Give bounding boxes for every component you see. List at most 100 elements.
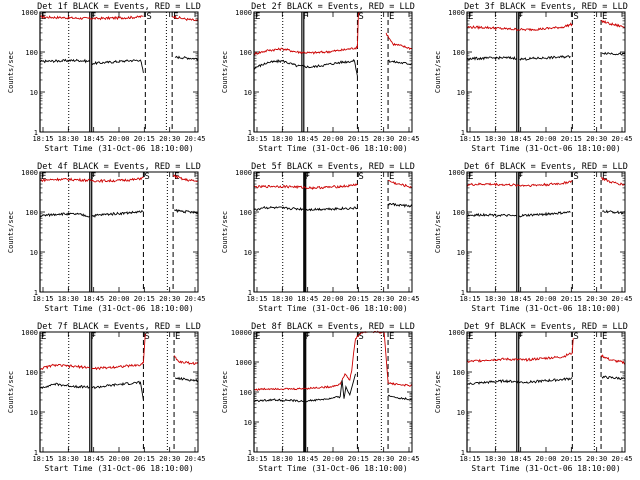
x-tick-label: 20:15 xyxy=(134,135,155,143)
event-marker-label: E xyxy=(175,332,180,342)
y-tick-label: 1000 xyxy=(448,169,465,177)
x-tick-label: 18:45 xyxy=(510,295,531,303)
series-line-black xyxy=(91,59,144,73)
y-axis-label: Counts/sec xyxy=(221,51,229,93)
x-axis-label: Start Time (31-Oct-06 18:10:00) xyxy=(44,464,193,473)
x-tick-label: 20:15 xyxy=(561,135,582,143)
x-tick-label: 18:30 xyxy=(272,295,293,303)
y-axis-label: Counts/sec xyxy=(221,211,229,253)
event-marker-label: S xyxy=(573,172,578,182)
panel-title: Det 2f BLACK = Events, RED = LLD xyxy=(251,2,415,12)
x-tick-label: 20:00 xyxy=(535,295,556,303)
event-marker-label: F xyxy=(518,172,523,182)
y-tick-label: 1000 xyxy=(21,169,38,177)
x-tick-label: 20:00 xyxy=(322,295,343,303)
x-axis-label: Start Time (31-Oct-06 18:10:00) xyxy=(471,144,620,153)
x-tick-label: 20:30 xyxy=(586,135,607,143)
x-tick-label: 20:45 xyxy=(184,135,205,143)
x-tick-label: 20:00 xyxy=(322,455,343,463)
series-line-black xyxy=(466,212,518,218)
event-marker-label: S xyxy=(573,12,578,22)
series-line-black xyxy=(39,211,91,218)
series-line-black xyxy=(173,208,198,214)
x-tick-label: 20:45 xyxy=(611,135,632,143)
y-tick-label: 1000 xyxy=(235,9,252,17)
x-tick-label: 18:45 xyxy=(83,135,104,143)
series-line-black xyxy=(387,202,413,208)
series-line-red xyxy=(253,183,358,191)
y-tick-label: 1 xyxy=(248,129,252,137)
series-line-red xyxy=(253,11,361,56)
y-tick-label: 1 xyxy=(248,449,252,457)
y-axis-label: Counts/sec xyxy=(7,371,15,413)
y-tick-label: 100 xyxy=(452,49,465,57)
chart-panel-1: Det 1f BLACK = Events, RED = LLD Counts/s… xyxy=(7,2,206,153)
y-tick-label: 1000 xyxy=(448,329,465,337)
series-line-red xyxy=(173,355,199,366)
x-axis-label: Start Time (31-Oct-06 18:10:00) xyxy=(471,304,620,313)
x-tick-label: 18:15 xyxy=(32,135,53,143)
plot-frame xyxy=(466,11,626,133)
y-tick-label: 10 xyxy=(244,249,252,257)
event-marker-label: F xyxy=(305,172,310,182)
plot-frame xyxy=(39,11,199,133)
event-marker-label: E xyxy=(389,172,394,182)
series-line-red xyxy=(91,333,146,371)
y-tick-label: 100 xyxy=(239,49,252,57)
event-marker-label: S xyxy=(144,332,149,342)
y-tick-label: 1 xyxy=(461,289,465,297)
x-tick-label: 20:15 xyxy=(134,295,155,303)
x-axis-label: Start Time (31-Oct-06 18:10:00) xyxy=(258,464,407,473)
plot-frame xyxy=(253,171,413,293)
event-marker-label: F xyxy=(91,12,96,22)
series-line-black xyxy=(305,373,356,403)
series-line-red xyxy=(600,176,626,186)
x-tick-label: 20:45 xyxy=(184,295,205,303)
x-tick-label: 20:30 xyxy=(373,455,394,463)
x-tick-label: 18:30 xyxy=(485,135,506,143)
y-tick-label: 100 xyxy=(239,209,252,217)
event-marker-label: S xyxy=(358,332,363,342)
series-line-red xyxy=(171,15,199,22)
chart-panel-2: Det 2f BLACK = Events, RED = LLD Counts/s… xyxy=(221,2,420,153)
panel-title: Det 4f BLACK = Events, RED = LLD xyxy=(37,162,201,172)
series-line-black xyxy=(601,375,626,381)
y-tick-label: 100 xyxy=(239,389,252,397)
y-tick-label: 1 xyxy=(461,449,465,457)
y-tick-label: 1 xyxy=(34,129,38,137)
series-line-black xyxy=(91,209,144,218)
chart-panel-6: Det 6f BLACK = Events, RED = LLD Counts/s… xyxy=(434,162,633,313)
event-marker-label: E xyxy=(255,332,260,342)
x-tick-label: 20:30 xyxy=(373,135,394,143)
series-line-red xyxy=(39,176,144,184)
x-axis-label: Start Time (31-Oct-06 18:10:00) xyxy=(44,304,193,313)
event-marker-label: F xyxy=(91,172,96,182)
event-marker-label: S xyxy=(358,172,363,182)
x-tick-label: 20:30 xyxy=(159,295,180,303)
x-tick-label: 18:45 xyxy=(83,295,104,303)
y-tick-label: 100 xyxy=(25,369,38,377)
x-tick-label: 18:30 xyxy=(272,135,293,143)
chart-panel-4: Det 4f BLACK = Events, RED = LLD Counts/s… xyxy=(7,162,206,313)
y-axis-label: Counts/sec xyxy=(434,51,442,93)
x-tick-label: 18:45 xyxy=(510,135,531,143)
chart-panel-7: Det 7f BLACK = Events, RED = LLD Counts/s… xyxy=(7,322,206,473)
event-marker-label: F xyxy=(305,332,310,342)
x-tick-label: 20:15 xyxy=(134,455,155,463)
y-tick-label: 1000 xyxy=(21,329,38,337)
panel-title: Det 5f BLACK = Events, RED = LLD xyxy=(251,162,415,172)
chart-panel-3: Det 3f BLACK = Events, RED = LLD Counts/s… xyxy=(434,2,633,153)
series-line-red xyxy=(39,15,144,21)
x-axis-label: Start Time (31-Oct-06 18:10:00) xyxy=(258,144,407,153)
event-marker-label: S xyxy=(144,172,149,182)
x-tick-label: 20:15 xyxy=(348,135,369,143)
event-marker-label: E xyxy=(389,332,394,342)
x-tick-label: 20:15 xyxy=(348,295,369,303)
x-tick-label: 18:15 xyxy=(459,135,480,143)
series-line-red xyxy=(385,32,413,50)
x-tick-label: 18:15 xyxy=(459,295,480,303)
x-axis-label: Start Time (31-Oct-06 18:10:00) xyxy=(258,304,407,313)
series-line-black xyxy=(466,55,518,61)
y-tick-label: 1000 xyxy=(448,9,465,17)
x-axis-label: Start Time (31-Oct-06 18:10:00) xyxy=(44,144,193,153)
